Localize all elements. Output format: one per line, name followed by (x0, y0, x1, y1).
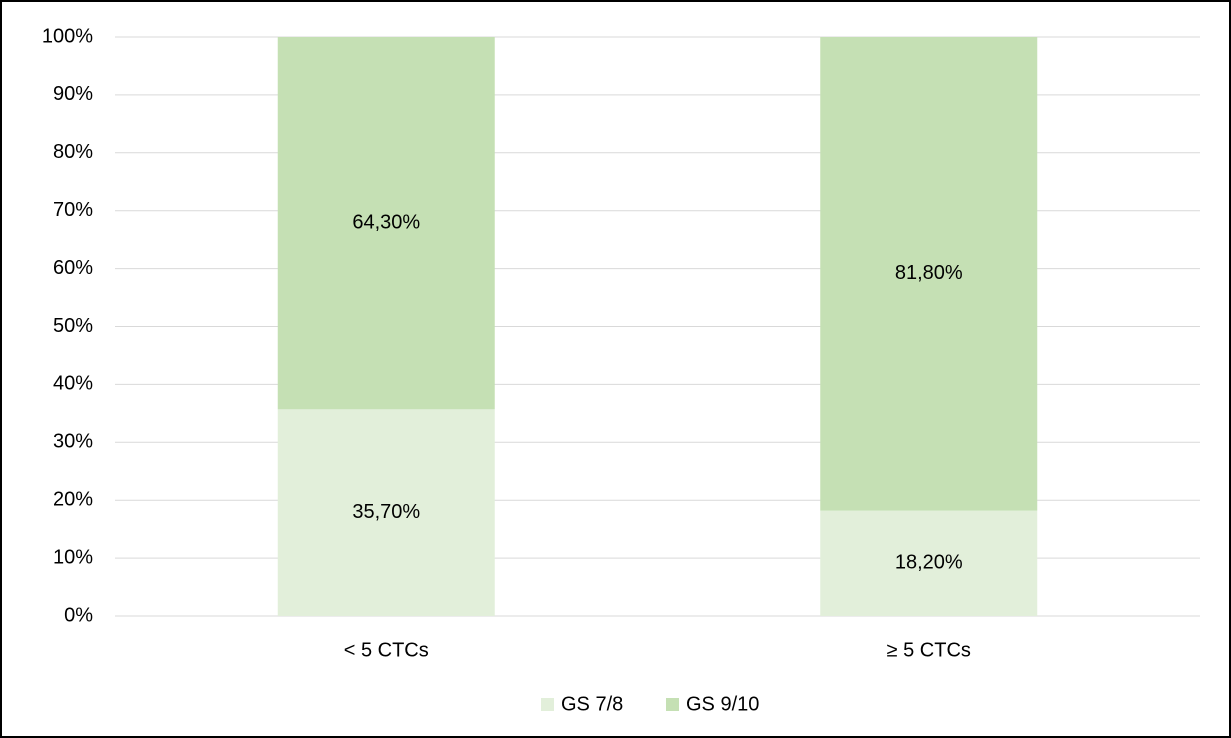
y-tick-label: 80% (53, 141, 93, 163)
y-tick-label: 0% (64, 604, 93, 626)
data-label: 64,30% (352, 211, 420, 233)
x-tick-label: < 5 CTCs (344, 639, 429, 661)
bar-segment (820, 510, 1038, 616)
legend-swatch (541, 698, 554, 711)
y-tick-label: 90% (53, 83, 93, 105)
bar-segment (277, 409, 495, 616)
data-label: 35,70% (352, 501, 420, 523)
y-tick-label: 60% (53, 257, 93, 279)
bar-segment (820, 37, 1038, 511)
y-tick-label: 100% (42, 25, 93, 47)
x-tick-label: ≥ 5 CTCs (887, 639, 971, 661)
y-tick-label: 20% (53, 488, 93, 510)
y-tick-label: 40% (53, 373, 93, 395)
legend-label: GS 7/8 (561, 693, 623, 715)
bar-segment (277, 37, 495, 410)
y-tick-label: 70% (53, 199, 93, 221)
y-tick-label: 30% (53, 431, 93, 453)
y-tick-label: 50% (53, 315, 93, 337)
data-label: 81,80% (895, 262, 963, 284)
data-label: 18,20% (895, 552, 963, 574)
y-tick-label: 10% (53, 546, 93, 568)
legend-swatch (666, 698, 679, 711)
legend-label: GS 9/10 (686, 693, 759, 715)
